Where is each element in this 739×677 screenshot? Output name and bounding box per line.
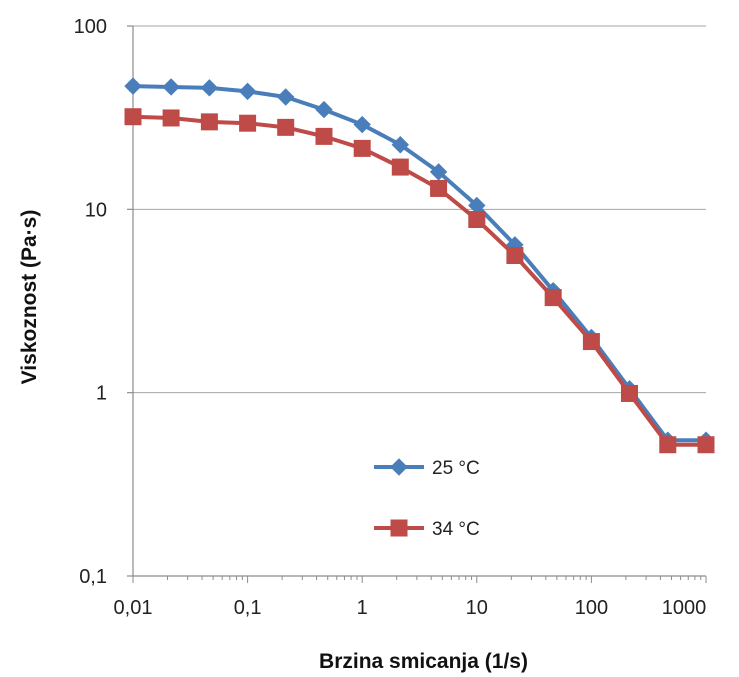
data-point-square [544,289,562,307]
axes [127,25,707,583]
x-tick-label: 1 [357,597,368,619]
data-point-diamond [162,78,180,96]
data-point-diamond [353,115,371,134]
data-point-square [582,333,600,351]
data-point-square [391,158,409,176]
data-point-square [430,179,448,197]
series-layer [124,77,715,454]
x-tick-label: 10 [466,597,488,619]
data-point-square [162,109,180,127]
x-axis-title: Brzina smicanja (1/s) [319,650,528,673]
y-tick-label: 1 [96,383,107,405]
x-tick-label: 0,1 [234,597,262,619]
data-point-square [620,384,638,402]
data-point-square [200,113,218,131]
data-point-square [390,519,408,537]
data-point-square [468,211,486,229]
series-line [132,114,706,447]
data-point-diamond [390,458,408,476]
data-point-diamond [124,77,142,95]
x-tick-label: 100 [575,597,608,619]
data-point-square [506,246,524,264]
y-tick-label: 10 [85,199,107,221]
legend-label: 34 °C [432,519,480,540]
data-point-square [353,139,371,157]
data-point-diamond [276,88,295,106]
x-tick-label: 1000 [662,597,707,619]
tick-labels: 0,1 1 10 100 0,01 0,1 1 10 100 1000 [74,16,707,619]
y-axis-title: Viskoznost (Pa·s) [18,210,41,385]
data-point-diamond [429,163,448,181]
legend-label: 25 °C [432,458,480,479]
data-point-diamond [200,79,219,97]
x-tick-label: 0,01 [114,597,153,619]
data-point-diamond [238,82,257,101]
y-tick-label: 100 [74,16,107,38]
y-tick-label: 0,1 [79,566,107,588]
grid-lines [133,25,706,394]
data-point-square [277,118,295,136]
data-point-square [124,108,142,126]
data-point-square [697,436,715,454]
legend: 25 °C 34 °C [374,458,480,540]
series-2 [124,108,715,454]
data-point-diamond [315,100,333,119]
data-point-square [315,127,333,145]
data-point-diamond [391,136,410,154]
series-line [132,84,706,443]
data-point-square [239,114,257,132]
data-point-square [659,436,677,454]
